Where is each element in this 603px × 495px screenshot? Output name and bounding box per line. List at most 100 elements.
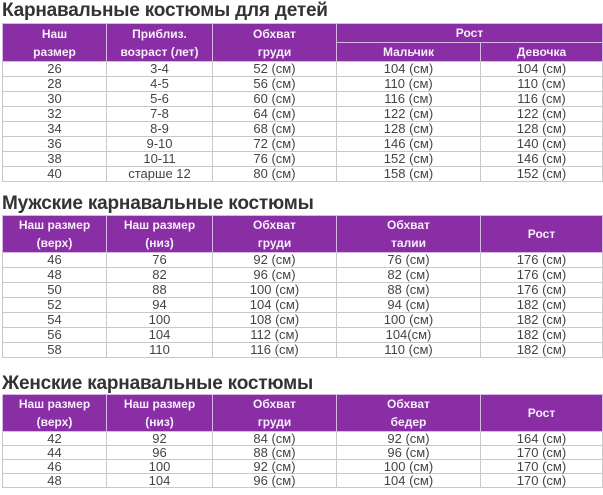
table-cell: 40 xyxy=(2,166,107,182)
table-cell: 100 xyxy=(106,312,213,328)
table-cell: 88 xyxy=(106,282,213,298)
table-row: 50 88 100 (см) 88 (см) 176 (см) xyxy=(2,282,603,298)
header-age: Приблиз. возраст (лет) xyxy=(106,23,213,62)
table-cell: 170 (см) xyxy=(480,459,603,474)
table-cell: 116 (см) xyxy=(212,342,337,358)
header-size-bottom: Наш размер (низ) xyxy=(106,394,213,432)
table-cell: 110 (см) xyxy=(480,76,603,92)
table-row: 40 старше 12 80 (см) 158 (см) 152 (см) xyxy=(2,166,603,182)
table-cell: 72 (см) xyxy=(212,136,337,152)
table-cell: старше 12 xyxy=(106,166,213,182)
table-cell: 104 (см) xyxy=(212,297,337,313)
table-cell: 44 xyxy=(2,445,107,460)
table-cell: 54 xyxy=(2,312,107,328)
table-cell: 122 (см) xyxy=(480,106,603,122)
header-boy: Мальчик xyxy=(336,42,481,62)
table-cell: 10-11 xyxy=(106,151,213,167)
table-cell: 80 (см) xyxy=(212,166,337,182)
table-cell: 68 (см) xyxy=(212,121,337,137)
table-cell: 46 xyxy=(2,252,107,268)
table-cell: 152 (см) xyxy=(336,151,481,167)
table-cell: 50 xyxy=(2,282,107,298)
header-girl: Девочка xyxy=(480,42,603,62)
table-cell: 146 (см) xyxy=(336,136,481,152)
table-cell: 110 (см) xyxy=(336,342,481,358)
table-cell: 36 xyxy=(2,136,107,152)
table-cell: 9-10 xyxy=(106,136,213,152)
table-cell: 60 (см) xyxy=(212,91,337,107)
table-cell: 32 xyxy=(2,106,107,122)
table-cell: 176 (см) xyxy=(480,252,603,268)
table-row: 46 76 92 (см) 76 (см) 176 (см) xyxy=(2,252,603,268)
table-cell: 94 (см) xyxy=(336,297,481,313)
table-cell: 56 xyxy=(2,327,107,343)
table-cell: 182 (см) xyxy=(480,312,603,328)
header-height: Рост xyxy=(480,215,603,253)
table-row: 48 104 96 (см) 104 (см) 170 (см) xyxy=(2,473,603,488)
table-row: 38 10-11 76 (см) 152 (см) 146 (см) xyxy=(2,151,603,167)
table-cell: 92 xyxy=(106,431,213,446)
table-row: 30 5-6 60 (см) 116 (см) 116 (см) xyxy=(2,91,603,107)
table-cell: 3-4 xyxy=(106,61,213,77)
table-cell: 100 (см) xyxy=(212,282,337,298)
table-cell: 104(см) xyxy=(336,327,481,343)
table-cell: 116 (см) xyxy=(480,91,603,107)
table-cell: 100 (см) xyxy=(336,459,481,474)
table-cell: 152 (см) xyxy=(480,166,603,182)
table-cell: 158 (см) xyxy=(336,166,481,182)
table-cell: 170 (см) xyxy=(480,445,603,460)
table-cell: 140 (см) xyxy=(480,136,603,152)
header-size-bottom: Наш размер (низ) xyxy=(106,215,213,253)
table-cell: 48 xyxy=(2,473,107,488)
header-chest: Обхват груди xyxy=(212,23,337,62)
table-cell: 52 xyxy=(2,297,107,313)
women-size-table: Наш размер (верх) Наш размер (низ) Обхват г… xyxy=(2,394,603,488)
table-cell: 182 (см) xyxy=(480,327,603,343)
table-cell: 92 (см) xyxy=(212,252,337,268)
table-row: 26 3-4 52 (см) 104 (см) 104 (см) xyxy=(2,61,603,77)
table-row: 56 104 112 (см) 104(см) 182 (см) xyxy=(2,327,603,343)
header-height: Рост xyxy=(480,394,603,432)
table-cell: 26 xyxy=(2,61,107,77)
table-cell: 82 xyxy=(106,267,213,283)
table-cell: 92 (см) xyxy=(336,431,481,446)
table-cell: 112 (см) xyxy=(212,327,337,343)
women-title: Женские карнавальные костюмы xyxy=(2,373,313,394)
table-cell: 56 (см) xyxy=(212,76,337,92)
table-cell: 116 (см) xyxy=(336,91,481,107)
men-title: Мужские карнавальные костюмы xyxy=(2,193,314,214)
table-cell: 46 xyxy=(2,459,107,474)
table-cell: 182 (см) xyxy=(480,297,603,313)
table-cell: 76 (см) xyxy=(336,252,481,268)
table-cell: 96 xyxy=(106,445,213,460)
table-cell: 84 (см) xyxy=(212,431,337,446)
table-cell: 100 (см) xyxy=(336,312,481,328)
table-cell: 76 (см) xyxy=(212,151,337,167)
table-row: 46 100 92 (см) 100 (см) 170 (см) xyxy=(2,459,603,474)
table-cell: 170 (см) xyxy=(480,473,603,488)
table-cell: 28 xyxy=(2,76,107,92)
table-row: 36 9-10 72 (см) 146 (см) 140 (см) xyxy=(2,136,603,152)
table-row: 52 94 104 (см) 94 (см) 182 (см) xyxy=(2,297,603,313)
table-cell: 58 xyxy=(2,342,107,358)
table-cell: 7-8 xyxy=(106,106,213,122)
table-cell: 94 xyxy=(106,297,213,313)
table-cell: 88 (см) xyxy=(212,445,337,460)
table-cell: 96 (см) xyxy=(336,445,481,460)
header-chest: Обхват груди xyxy=(212,215,337,253)
table-cell: 110 xyxy=(106,342,213,358)
table-cell: 104 (см) xyxy=(336,473,481,488)
header-size-top: Наш размер (верх) xyxy=(2,394,107,432)
table-row: 42 92 84 (см) 92 (см) 164 (см) xyxy=(2,431,603,446)
table-cell: 4-5 xyxy=(106,76,213,92)
table-row: 58 110 116 (см) 110 (см) 182 (см) xyxy=(2,342,603,358)
table-cell: 110 (см) xyxy=(336,76,481,92)
table-cell: 128 (см) xyxy=(480,121,603,137)
header-height: Рост xyxy=(336,23,603,43)
table-cell: 164 (см) xyxy=(480,431,603,446)
table-cell: 42 xyxy=(2,431,107,446)
kids-title: Карнавальные костюмы для детей xyxy=(2,0,328,21)
table-cell: 104 (см) xyxy=(480,61,603,77)
header-hips: Обхват бедер xyxy=(336,394,481,432)
table-cell: 182 (см) xyxy=(480,342,603,358)
